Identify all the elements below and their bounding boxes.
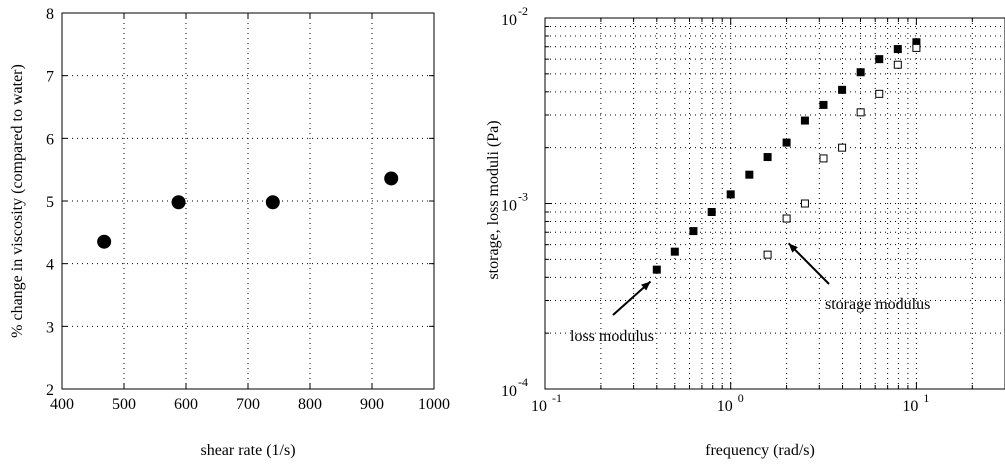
- loss-modulus-point: [763, 153, 772, 162]
- storage-modulus-point: [856, 108, 865, 117]
- storage-modulus-annotation: storage modulus: [825, 296, 930, 313]
- right-y-tick-label: 10: [501, 383, 517, 400]
- storage-modulus-point: [838, 143, 847, 152]
- loss-modulus-point: [800, 116, 809, 125]
- left-y-tick-label: 6: [46, 131, 54, 148]
- loss-modulus-point: [652, 265, 661, 274]
- loss-modulus-point: [819, 100, 828, 109]
- left-grid: [62, 13, 434, 389]
- left-x-tick-label: 500: [112, 396, 136, 413]
- right-grid: [545, 18, 1005, 389]
- loss-modulus-point: [838, 85, 847, 94]
- right-y-tick-exponent: -3: [518, 190, 528, 204]
- left-y-tick-label: 5: [46, 194, 54, 211]
- right-x-tick-exponent: -1: [552, 391, 562, 405]
- right-x-tick-exponent: 0: [738, 391, 744, 405]
- storage-modulus-point: [819, 154, 828, 163]
- left-y-tick-label: 8: [46, 6, 54, 23]
- right-x-tick-label: 10: [531, 398, 547, 415]
- right-y-tick-label: 10: [501, 12, 517, 29]
- loss-modulus-point: [726, 190, 735, 199]
- annotation-arrow-head: [641, 281, 651, 291]
- loss-modulus-annotation: loss modulus: [570, 328, 654, 345]
- right-ticks: 10 -1 10 0 10 110-410-310-2: [501, 4, 1005, 415]
- loss-modulus-point: [912, 38, 921, 47]
- left-x-tick-label: 800: [298, 396, 322, 413]
- loss-modulus-point: [689, 227, 698, 236]
- storage-modulus-point: [875, 89, 884, 98]
- left-y-axis-label: % change in viscosity (compared to water…: [9, 64, 26, 338]
- right-y-tick-exponent: -4: [518, 375, 528, 389]
- left-y-tick-label: 7: [46, 69, 54, 86]
- right-x-tick-label: 10: [902, 398, 918, 415]
- moduli-panel: 10 -1 10 0 10 110-410-310-2 loss modulusstora…: [485, 4, 1005, 459]
- right-x-tick-label: 10: [717, 398, 733, 415]
- viscosity-point: [171, 195, 186, 210]
- storage-modulus-point: [782, 214, 791, 223]
- right-x-tick-exponent: 1: [923, 391, 929, 405]
- right-y-tick-exponent: -2: [518, 4, 528, 18]
- loss-modulus-point: [875, 55, 884, 64]
- left-y-tick-label: 2: [46, 382, 54, 399]
- viscosity-point: [384, 171, 399, 186]
- loss-modulus-point: [745, 170, 754, 179]
- left-x-axis-label: shear rate (1/s): [200, 442, 295, 459]
- viscosity-panel: 400 500 600 700 800 900 1000 2 3 4 5 6 7 8 shear rate…: [9, 6, 450, 459]
- loss-modulus-point: [893, 45, 902, 54]
- annotation-arrow-head: [788, 243, 798, 253]
- left-y-tick-label: 3: [46, 319, 54, 336]
- storage-modulus-point: [763, 250, 772, 259]
- left-marks: [97, 171, 399, 249]
- loss-modulus-point: [782, 138, 791, 147]
- storage-modulus-point: [912, 43, 921, 52]
- right-marks: [652, 38, 921, 274]
- left-x-tick-label: 400: [50, 396, 74, 413]
- loss-modulus-point: [707, 207, 716, 216]
- left-x-tick-label: 700: [236, 396, 260, 413]
- annotation-arrow-shaft: [787, 242, 830, 285]
- right-x-axis-label: frequency (rad/s): [705, 442, 815, 459]
- left-ticks: 400 500 600 700 800 900 1000 2 3 4 5 6 7 8: [46, 6, 450, 413]
- loss-modulus-point: [670, 247, 679, 256]
- storage-modulus-point: [800, 199, 809, 208]
- left-x-tick-label: 600: [174, 396, 198, 413]
- left-x-tick-label: 1000: [418, 396, 450, 413]
- viscosity-point: [265, 195, 280, 210]
- right-y-axis-label: storage, loss moduli (Pa): [485, 120, 502, 279]
- left-x-tick-label: 900: [360, 396, 384, 413]
- storage-modulus-point: [893, 60, 902, 69]
- viscosity-point: [97, 234, 112, 249]
- right-y-tick-label: 10: [501, 198, 517, 215]
- right-annotations: loss modulus storage modulus: [570, 242, 930, 345]
- left-y-tick-label: 4: [46, 257, 54, 274]
- loss-modulus-point: [856, 68, 865, 77]
